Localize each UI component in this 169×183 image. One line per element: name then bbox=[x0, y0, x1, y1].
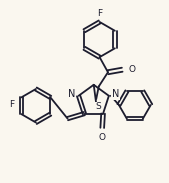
Text: F: F bbox=[97, 9, 102, 18]
Text: S: S bbox=[95, 102, 101, 111]
Text: N: N bbox=[68, 89, 76, 99]
Text: O: O bbox=[128, 65, 135, 74]
Text: F: F bbox=[9, 100, 14, 109]
Text: N: N bbox=[112, 89, 119, 99]
Text: O: O bbox=[99, 133, 106, 142]
